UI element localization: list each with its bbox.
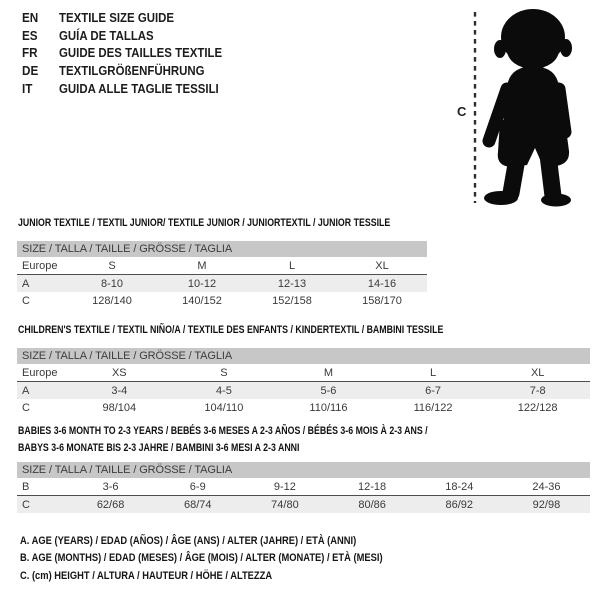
cell: 9-12 xyxy=(273,480,296,493)
junior-size-table: SIZE / TALLA / TAILLE / GRÖSSE / TAGLIA … xyxy=(17,241,427,309)
row-label: A xyxy=(22,277,30,290)
cell: 140/152 xyxy=(182,294,222,307)
cell: 3-6 xyxy=(102,480,119,493)
language-list: EN TEXTILE SIZE GUIDE ES GUÍA DE TALLAS … xyxy=(22,9,244,97)
cell: 18-24 xyxy=(445,480,474,493)
guide-title-fr: GUIDE DES TAILLES TEXTILE xyxy=(59,45,223,61)
junior-section-title: JUNIOR TEXTILE / TEXTIL JUNIOR/ TEXTILE … xyxy=(18,215,483,232)
cell: 4-5 xyxy=(215,384,232,397)
cell: 158/170 xyxy=(362,294,402,307)
language-code: IT xyxy=(22,80,33,96)
cell: M xyxy=(197,259,207,272)
table-row: Europe S M L XL xyxy=(17,257,427,275)
cell: S xyxy=(220,366,228,379)
row-label: B xyxy=(22,480,30,493)
language-row-fr: FR GUIDE DES TAILLES TEXTILE xyxy=(22,44,244,62)
row-label: C xyxy=(22,401,30,414)
section-title-line: BABIES 3-6 MONTH TO 2-3 YEARS / BEBÉS 3-… xyxy=(18,425,428,437)
cell: 98/104 xyxy=(102,401,137,414)
row-label: A xyxy=(22,384,30,397)
toddler-silhouette-shape xyxy=(482,9,572,207)
language-code: DE xyxy=(22,63,39,79)
cell: 74/80 xyxy=(271,498,299,511)
cell: 68/74 xyxy=(183,498,212,511)
row-label: Europe xyxy=(22,366,58,379)
cell: 5-6 xyxy=(320,384,337,397)
cell: 122/128 xyxy=(517,401,558,414)
cell: 86/92 xyxy=(445,498,474,511)
cell: L xyxy=(288,259,296,272)
table-row: B 3-6 6-9 9-12 12-18 18-24 24-36 xyxy=(17,478,590,496)
cell: 14-16 xyxy=(367,277,397,290)
cell: 6-7 xyxy=(425,384,442,397)
section-title-line: BABYS 3-6 MONATE BIS 2-3 JAHRE / BAMBINI… xyxy=(18,442,300,454)
cell: 7-8 xyxy=(529,384,546,397)
guide-title-it: GUIDA ALLE TAGLIE TESSILI xyxy=(59,80,219,96)
cell: 92/98 xyxy=(532,498,561,511)
row-label: Europe xyxy=(22,259,58,272)
babies-section-title: BABIES 3-6 MONTH TO 2-3 YEARS / BEBÉS 3-… xyxy=(18,423,530,457)
cell: 128/140 xyxy=(92,294,132,307)
language-code: ES xyxy=(22,27,38,43)
size-header-bar: SIZE / TALLA / TAILLE / GRÖSSE / TAGLIA xyxy=(17,348,590,364)
cell: 152/158 xyxy=(272,294,312,307)
table-row: A 3-4 4-5 5-6 6-7 7-8 xyxy=(17,382,590,399)
cell: M xyxy=(323,366,334,379)
cell: 3-4 xyxy=(111,384,128,397)
cell: XL xyxy=(375,259,389,272)
cell: XS xyxy=(111,366,127,379)
table-row: Europe XS S M L XL xyxy=(17,364,590,382)
cell: XL xyxy=(530,366,545,379)
language-row-es: ES GUÍA DE TALLAS xyxy=(22,27,244,45)
babies-size-table: SIZE / TALLA / TAILLE / GRÖSSE / TAGLIA … xyxy=(17,462,590,513)
footnote-b: B. AGE (MONTHS) / EDAD (MESES) / ÂGE (MO… xyxy=(20,552,383,565)
cell: 116/122 xyxy=(413,401,453,414)
cell: 8-10 xyxy=(100,277,124,290)
cell: 12-18 xyxy=(358,480,387,493)
toddler-silhouette-icon xyxy=(473,9,572,207)
guide-title-en: TEXTILE SIZE GUIDE xyxy=(59,10,175,26)
children-size-table: SIZE / TALLA / TAILLE / GRÖSSE / TAGLIA … xyxy=(17,348,590,416)
language-row-de: DE TEXTILGRÖßENFÜHRUNG xyxy=(22,62,244,80)
size-header-bar: SIZE / TALLA / TAILLE / GRÖSSE / TAGLIA xyxy=(17,241,427,257)
cell: 80/86 xyxy=(358,498,386,511)
table-row: C 128/140 140/152 152/158 158/170 xyxy=(17,292,427,309)
cell: 62/68 xyxy=(96,498,125,511)
row-label: C xyxy=(22,498,30,511)
footnotes: A. AGE (YEARS) / EDAD (AÑOS) / ÂGE (ANS)… xyxy=(20,533,447,585)
toddler-figure: C xyxy=(450,5,598,210)
table-row: C 98/104 104/110 110/116 116/122 122/128 xyxy=(17,399,590,416)
footnote-a: A. AGE (YEARS) / EDAD (AÑOS) / ÂGE (ANS)… xyxy=(20,535,357,547)
cell: 110/116 xyxy=(309,401,348,414)
cell: L xyxy=(430,366,437,379)
language-code: FR xyxy=(22,45,38,61)
cell: S xyxy=(108,259,116,272)
table-row: C 62/68 68/74 74/80 80/86 86/92 92/98 xyxy=(17,496,590,513)
cell: 104/110 xyxy=(204,401,244,414)
children-section-title: CHILDREN'S TEXTILE / TEXTIL NIÑO/A / TEX… xyxy=(18,322,550,339)
guide-title-de: TEXTILGRÖßENFÜHRUNG xyxy=(59,63,205,79)
cell: 24-36 xyxy=(532,480,561,493)
cell: 6-9 xyxy=(189,480,206,493)
language-code: EN xyxy=(22,10,39,26)
row-label: C xyxy=(22,294,30,307)
cell: 10-12 xyxy=(187,277,217,290)
size-header-bar: SIZE / TALLA / TAILLE / GRÖSSE / TAGLIA xyxy=(17,462,590,478)
section-title-line: CHILDREN'S TEXTILE / TEXTIL NIÑO/A / TEX… xyxy=(18,324,444,336)
guide-title-es: GUÍA DE TALLAS xyxy=(59,27,154,43)
table-row: A 8-10 10-12 12-13 14-16 xyxy=(17,275,427,292)
language-row-it: IT GUIDA ALLE TAGLIE TESSILI xyxy=(22,79,244,97)
language-row-en: EN TEXTILE SIZE GUIDE xyxy=(22,9,244,27)
footnote-c: C. (cm) HEIGHT / ALTURA / HAUTEUR / HÖHE… xyxy=(20,569,273,582)
cell: 12-13 xyxy=(277,277,307,290)
height-measure-label: C xyxy=(457,104,467,119)
section-title-line: JUNIOR TEXTILE / TEXTIL JUNIOR/ TEXTILE … xyxy=(18,217,391,229)
